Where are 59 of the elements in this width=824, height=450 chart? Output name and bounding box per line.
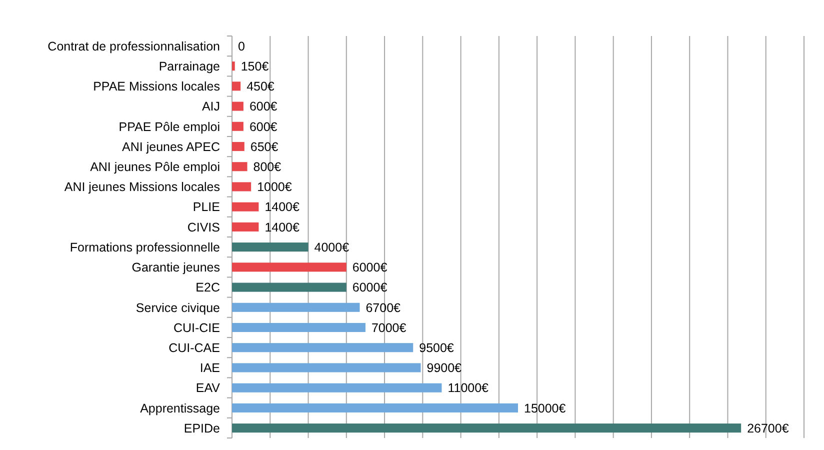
data-label: 1000€: [257, 180, 292, 194]
data-label: 6000€: [352, 280, 388, 295]
bar: [232, 343, 414, 352]
data-label: 600€: [249, 100, 278, 114]
data-label: 0: [238, 39, 245, 54]
bar: [232, 403, 518, 412]
bar: [232, 383, 442, 392]
y-tick-label: ANI jeunes Missions locales: [64, 180, 220, 194]
data-label: 800€: [253, 160, 282, 174]
y-tick-label: EPIDe: [184, 421, 220, 436]
bar: [232, 363, 421, 372]
bar: [232, 62, 235, 71]
data-label: 26700€: [747, 421, 789, 436]
y-tick-label: PPAE Missions locales: [93, 80, 220, 94]
y-tick-label: Parrainage: [158, 59, 220, 74]
data-label: 15000€: [524, 401, 566, 416]
bar: [232, 242, 308, 252]
data-label: 150€: [240, 59, 269, 74]
data-label: 9900€: [426, 361, 462, 376]
y-tick-label: ANI jeunes APEC: [122, 140, 220, 154]
data-label: 1400€: [264, 220, 300, 234]
data-label: 7000€: [371, 320, 406, 335]
data-label: 6000€: [352, 260, 388, 275]
data-label: 4000€: [314, 240, 350, 254]
data-label: 600€: [249, 120, 278, 134]
y-tick-label: CUI-CIE: [173, 320, 220, 335]
y-tick-label: E2C: [196, 280, 220, 295]
y-tick-label: ANI jeunes Pôle emploi: [90, 160, 220, 174]
data-label: 1400€: [264, 200, 300, 214]
y-tick-label: PPAE Pôle emploi: [118, 120, 220, 134]
y-tick-label: AIJ: [202, 100, 220, 114]
bar: [232, 222, 259, 232]
bar: [232, 142, 244, 152]
data-label: 6700€: [366, 300, 401, 315]
bar: [232, 322, 366, 332]
y-tick-label: Apprentissage: [140, 401, 220, 416]
data-label: 11000€: [448, 381, 489, 396]
bar: [232, 424, 742, 433]
bar: [232, 262, 346, 272]
bar: [232, 162, 248, 172]
bar: [232, 302, 360, 312]
y-tick-label: CIVIS: [187, 220, 220, 234]
y-tick-label: EAV: [196, 381, 221, 396]
y-tick-label: Service civique: [136, 300, 220, 315]
bar: [232, 102, 244, 111]
bar: [232, 182, 252, 192]
bar: [232, 282, 346, 292]
data-label: 650€: [250, 140, 278, 154]
bar: [232, 82, 241, 91]
y-tick-label: Contrat de professionnalisation: [48, 39, 220, 54]
bar: [232, 202, 259, 212]
y-tick-label: CUI-CAE: [168, 340, 220, 355]
y-tick-label: Formations professionnelle: [70, 240, 220, 254]
data-label: 9500€: [419, 340, 454, 355]
y-tick-label: Garantie jeunes: [132, 260, 220, 275]
bar: [232, 122, 244, 131]
y-tick-label: PLIE: [192, 200, 220, 214]
data-label: 450€: [246, 80, 274, 94]
y-tick-label: IAE: [200, 361, 220, 376]
